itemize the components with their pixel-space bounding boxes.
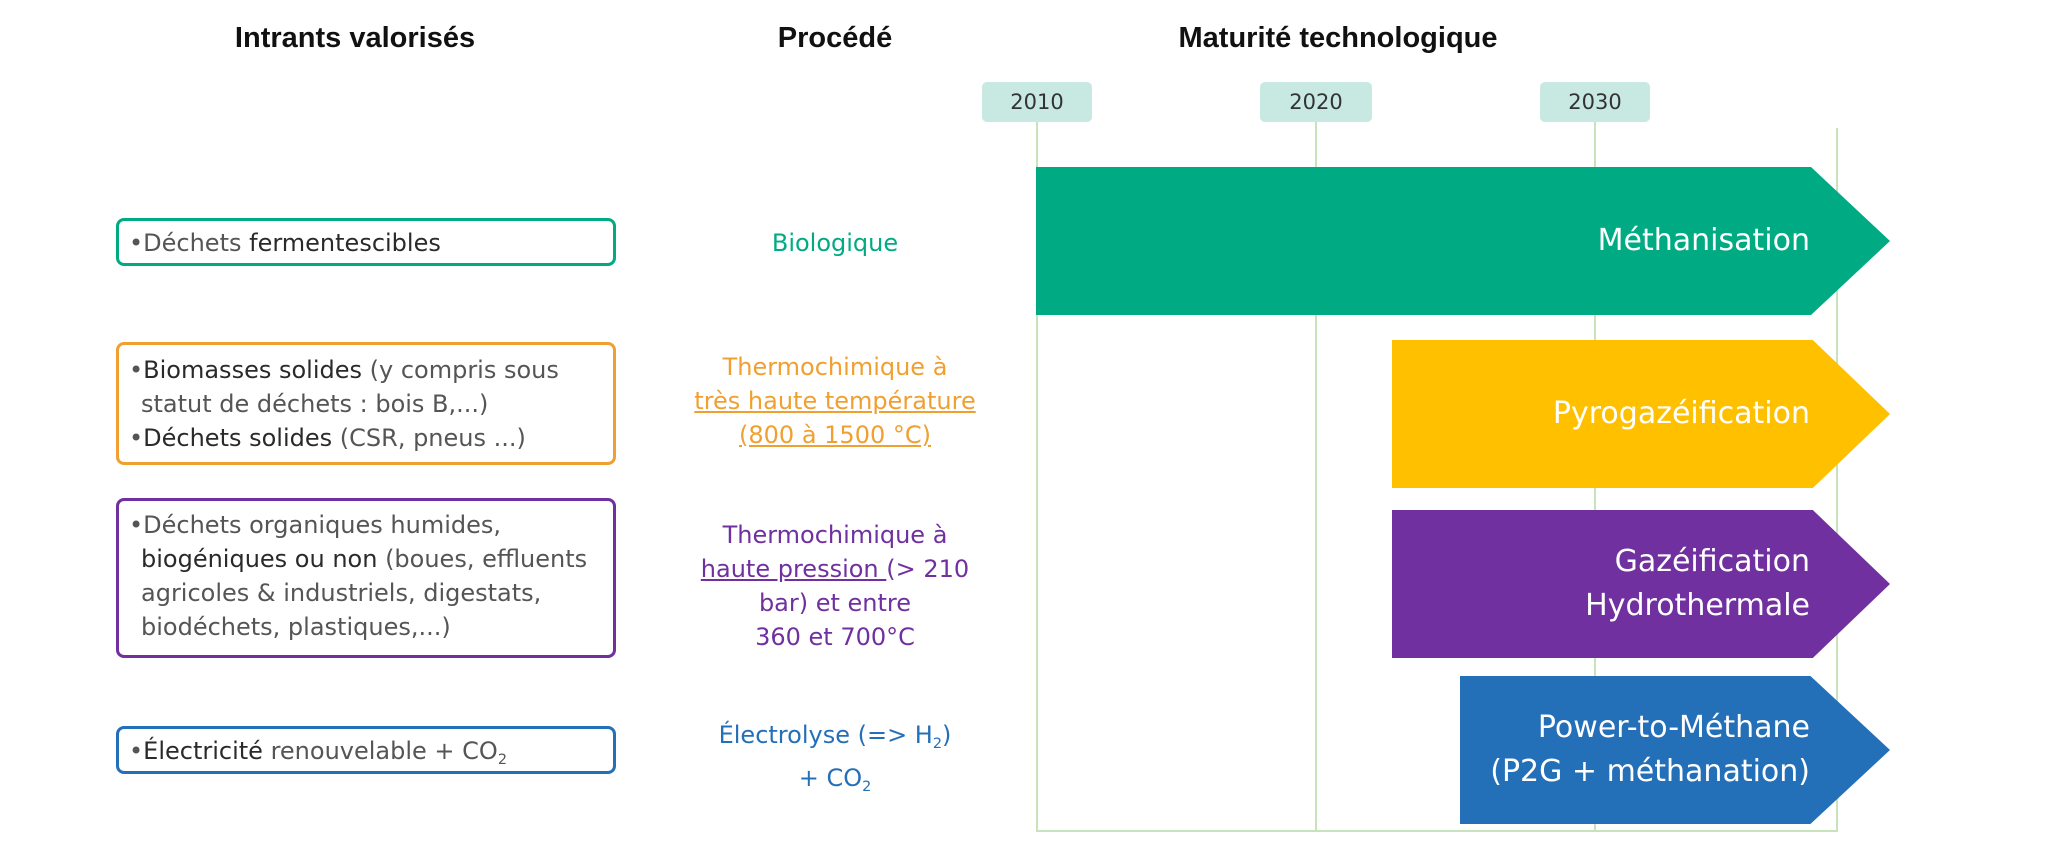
process-thermochimique-tht: Thermochimique à très haute température … — [694, 353, 976, 449]
header-maturity: Maturité technologique — [1178, 22, 1498, 54]
header-process: Procédé — [777, 22, 893, 54]
process-electrolyse: Électrolyse (=> H2) + CO2 — [718, 721, 952, 796]
input-box-fermentescibles: •Déchets fermentescibles — [116, 218, 616, 266]
year-2030-box: 2030 — [1540, 82, 1650, 122]
arrow-pyrogazeification: Pyrogazéification — [1392, 340, 1890, 488]
arrow-label-line2: Hydrothermale — [1585, 588, 1810, 623]
arrow-label-line1: Gazéification — [1614, 544, 1810, 579]
input-box-dechets-organiques: •Déchets organiques humides, biogéniques… — [116, 498, 616, 658]
process-biologique: Biologique — [771, 229, 899, 257]
input-box-biomasses-solides: •Biomasses solides (y compris sous statu… — [116, 342, 616, 465]
header-inputs: Intrants valorisés — [234, 22, 476, 54]
input-box-electricite: •Électricité renouvelable + CO2 — [116, 726, 616, 774]
gridline-2020 — [1315, 122, 1317, 830]
arrow-methanisation: Méthanisation — [1036, 167, 1890, 315]
arrow-power-to-methane: Power-to-Méthane (P2G + méthanation) — [1460, 676, 1890, 824]
gridline-2010 — [1036, 122, 1038, 830]
timeline-baseline — [1036, 830, 1838, 832]
process-thermochimique-hp: Thermochimique à haute pression (> 210 b… — [700, 521, 970, 651]
arrow-label-line1: Power-to-Méthane — [1537, 710, 1810, 745]
year-2010-box: 2010 — [982, 82, 1092, 122]
arrow-label: Méthanisation — [1597, 223, 1810, 258]
arrow-label: Pyrogazéification — [1552, 396, 1810, 431]
year-2020-box: 2020 — [1260, 82, 1372, 122]
gridline-end — [1836, 128, 1838, 830]
arrow-gazeification-hydrothermale: Gazéification Hydrothermale — [1392, 510, 1890, 658]
arrow-label-line2: (P2G + méthanation) — [1490, 754, 1810, 789]
